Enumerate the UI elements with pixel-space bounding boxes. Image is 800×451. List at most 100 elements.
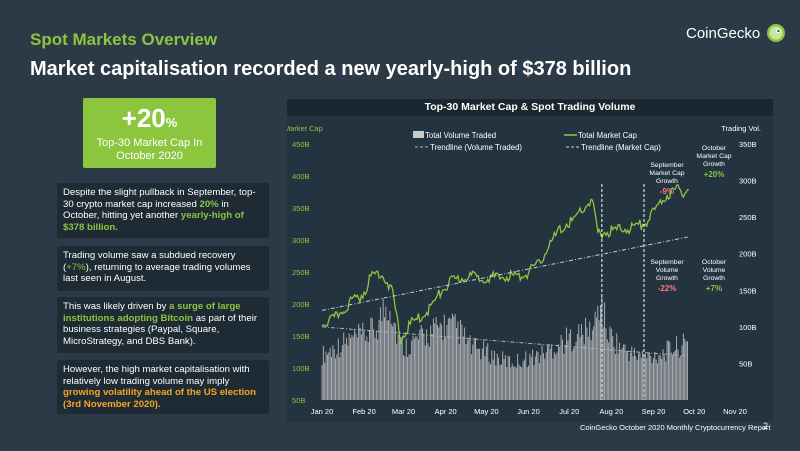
volume-bar — [538, 363, 540, 400]
volume-bar — [572, 348, 574, 400]
volume-bar — [389, 311, 391, 400]
y-axis-label-left: Market Cap — [287, 124, 323, 133]
volume-bar — [407, 356, 409, 400]
volume-bar — [446, 324, 448, 400]
volume-bar — [541, 344, 543, 400]
volume-bar — [398, 331, 400, 400]
volume-bar — [435, 316, 437, 400]
volume-bar — [475, 338, 476, 400]
volume-bar — [464, 327, 466, 400]
volume-bar — [426, 329, 428, 400]
volume-bar — [495, 365, 497, 400]
volume-bar — [411, 340, 413, 400]
volume-bar — [496, 353, 498, 400]
volume-bar — [518, 364, 520, 400]
card-text-segment: in October, hitting yet another — [63, 198, 229, 222]
volume-bar — [480, 359, 482, 400]
volume-bar — [416, 336, 418, 400]
volume-bar — [673, 352, 675, 400]
card-text-segment: a surge of large institutions adopting B… — [63, 301, 241, 324]
card-text-segment: yearly-high of $378 billion. — [63, 210, 244, 233]
volume-bar — [390, 323, 392, 400]
annotation-label: October — [702, 259, 727, 266]
volume-bar — [537, 352, 539, 400]
volume-bar — [519, 366, 521, 400]
volume-bar — [594, 311, 596, 400]
volume-bar — [489, 364, 491, 400]
volume-bar — [534, 356, 536, 400]
left-tick-label: 200B — [292, 300, 310, 309]
volume-bar — [360, 334, 362, 400]
volume-bar — [614, 354, 616, 400]
annotation-label: October — [702, 145, 727, 152]
volume-bar — [437, 324, 438, 400]
volume-bar — [628, 361, 630, 400]
volume-bar — [409, 354, 411, 400]
volume-bar — [568, 333, 570, 400]
volume-bar — [324, 362, 326, 400]
card-text-segment: Despite the slight pullback in September… — [63, 187, 256, 210]
right-tick-label: 250B — [739, 213, 757, 222]
volume-bar — [367, 342, 369, 400]
volume-bar — [484, 356, 486, 400]
highlight-line-2: October 2020 — [116, 150, 183, 162]
volume-bar — [362, 322, 364, 400]
volume-bar — [685, 341, 687, 400]
volume-bar — [363, 329, 365, 400]
volume-bar — [356, 337, 358, 400]
volume-bar — [513, 366, 515, 400]
volume-bar — [461, 324, 463, 400]
legend-label-volume-trend: Trendline (Volume Traded) — [430, 143, 522, 152]
x-tick-label: Jun 20 — [517, 407, 540, 416]
highlight-value: +20% — [121, 103, 178, 133]
volume-bar — [612, 336, 614, 400]
volume-bar — [613, 347, 615, 400]
volume-bar — [419, 329, 421, 400]
volume-bar — [430, 325, 432, 400]
x-tick-label: Sep 20 — [642, 407, 666, 416]
volume-bar — [682, 333, 684, 400]
insight-card-market-cap: Despite the slight pullback in September… — [57, 183, 269, 238]
volume-bar — [498, 357, 500, 400]
volume-bar — [348, 333, 350, 400]
legend-swatch-volume — [413, 131, 424, 138]
left-tick-label: 250B — [292, 268, 310, 277]
card-text-segment: growing volatility ahead of the US elect… — [63, 387, 256, 410]
annotation-value: -22% — [658, 284, 677, 293]
volume-bar — [332, 345, 334, 400]
highlight-line-1: Top-30 Market Cap In — [96, 137, 203, 149]
legend-label-market-cap: Total Market Cap — [578, 131, 638, 140]
volume-bar — [605, 328, 607, 400]
volume-bar — [536, 350, 538, 400]
legend-label-market-cap-trend: Trendline (Market Cap) — [581, 143, 661, 152]
volume-bar — [415, 336, 417, 400]
volume-bar — [352, 336, 354, 400]
volume-bar — [631, 346, 633, 400]
annotation-label: Market Cap — [649, 170, 684, 177]
volume-bar — [610, 328, 612, 400]
volume-bar — [483, 340, 485, 400]
volume-bar — [642, 350, 644, 400]
insight-card-volume: Trading volume saw a subdued recovery (+… — [57, 246, 269, 291]
volume-bar — [674, 350, 676, 400]
volume-bar — [530, 356, 532, 400]
volume-bar — [434, 323, 436, 400]
volume-bar — [487, 342, 489, 400]
volume-bar — [595, 317, 597, 400]
annotation-label: Growth — [703, 275, 725, 282]
volume-bar — [506, 367, 508, 400]
volume-bar — [381, 321, 383, 400]
card-text-segment: However, the high market capitalisation … — [63, 364, 250, 387]
volume-bar — [623, 344, 625, 400]
volume-bar — [590, 340, 592, 400]
volume-bar — [397, 334, 399, 400]
volume-bar — [559, 347, 561, 400]
volume-bar — [529, 353, 531, 400]
volume-bar — [379, 307, 381, 400]
volume-bar — [326, 354, 328, 400]
volume-bar — [373, 329, 375, 400]
volume-bar — [427, 343, 429, 400]
volume-bar — [507, 356, 509, 400]
volume-bar — [586, 327, 588, 400]
volume-bar — [620, 350, 622, 400]
